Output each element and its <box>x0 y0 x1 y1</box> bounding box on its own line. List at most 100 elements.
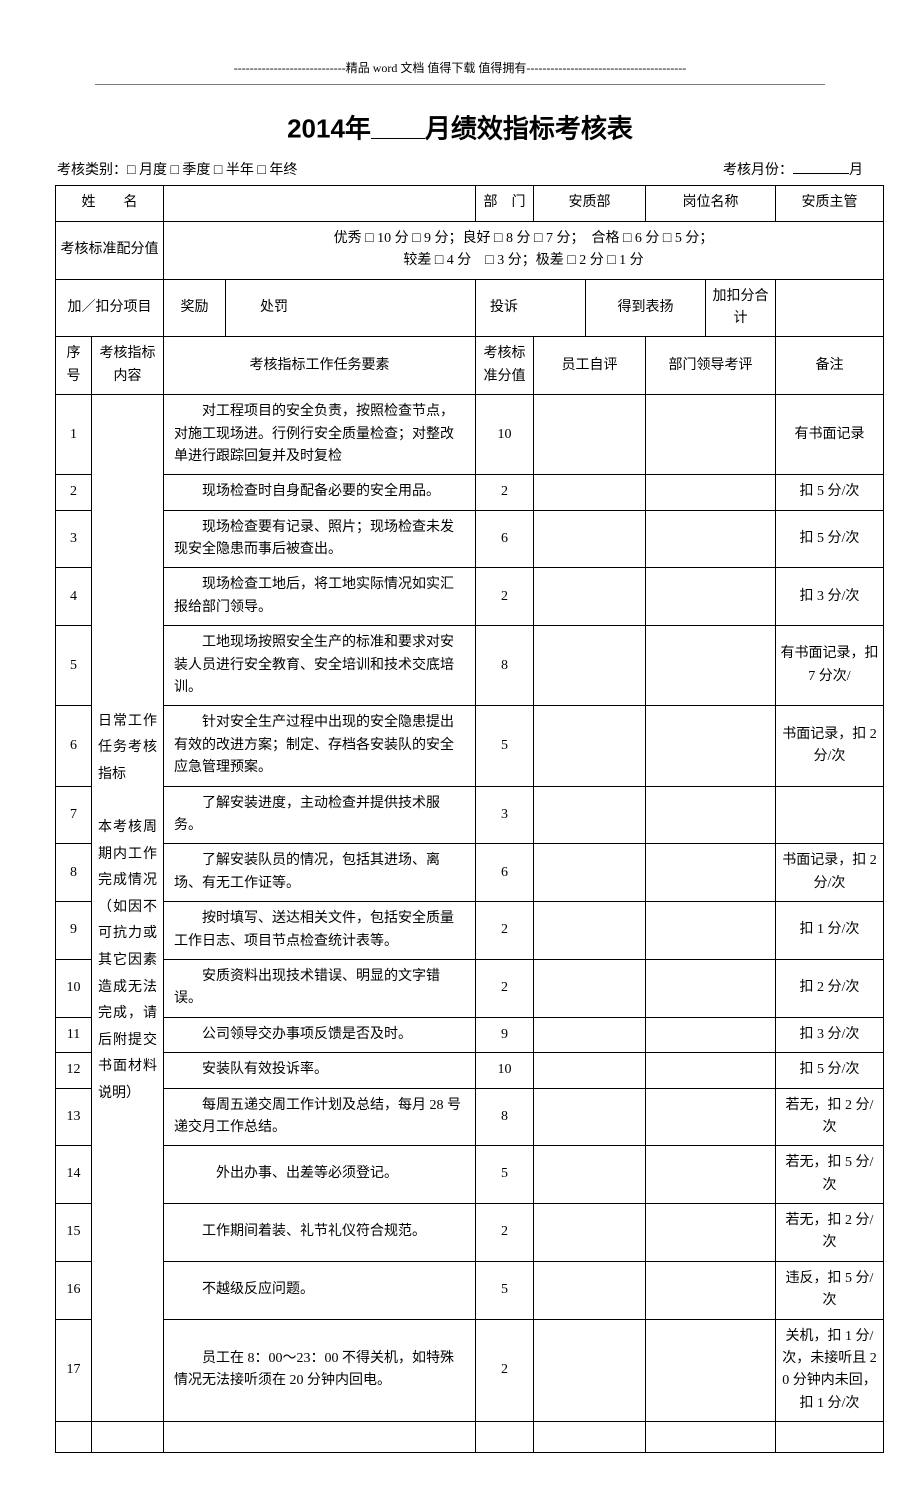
assess-month-suffix: 月 <box>849 163 863 178</box>
assess-type-options[interactable]: □ 月度 □ 季度 □ 半年 □ 年终 <box>127 163 297 178</box>
row-leader[interactable] <box>646 1053 776 1088</box>
row-task: 公司领导交办事项反馈是否及时。 <box>164 1017 476 1052</box>
row-self[interactable] <box>534 786 646 844</box>
row-leader[interactable] <box>646 568 776 626</box>
row-leader[interactable] <box>646 510 776 568</box>
row-self[interactable] <box>534 1146 646 1204</box>
table-row: 3现场检查要有记录、照片；现场检查未发现安全隐患而事后被查出。6扣 5 分/次 <box>56 510 884 568</box>
row-seq: 6 <box>56 706 92 786</box>
col-std: 考核标准分值 <box>476 337 534 395</box>
row-std: 9 <box>476 1017 534 1052</box>
row-leader[interactable] <box>646 1319 776 1422</box>
adj-reward-label: 奖励 <box>164 279 226 337</box>
row-task: 外出办事、出差等必须登记。 <box>164 1146 476 1204</box>
table-row: 8了解安装队员的情况，包括其进场、离场、有无工作证等。6书面记录，扣 2 分/次 <box>56 844 884 902</box>
table-row: 16不越级反应问题。5违反，扣 5 分/次 <box>56 1261 884 1319</box>
title-month-blank[interactable] <box>371 110 425 140</box>
name-value[interactable] <box>164 186 476 221</box>
table-row: 11公司领导交办事项反馈是否及时。9扣 3 分/次 <box>56 1017 884 1052</box>
row-self[interactable] <box>534 568 646 626</box>
row-std: 5 <box>476 706 534 786</box>
row-self[interactable] <box>534 626 646 706</box>
row-task: 安装队有效投诉率。 <box>164 1053 476 1088</box>
name-label: 姓 名 <box>56 186 164 221</box>
header-rule: ――――――――――――――――――――――――――――――――――――――――… <box>55 79 865 90</box>
row-leader[interactable] <box>646 902 776 960</box>
adj-punish-label: 处罚 <box>230 297 288 319</box>
page-title: 2014年月绩效指标考核表 <box>55 108 865 146</box>
row-leader[interactable] <box>646 844 776 902</box>
adj-praise-label: 得到表扬 <box>618 300 674 315</box>
row-leader[interactable] <box>646 395 776 475</box>
row-note <box>776 786 884 844</box>
dept-value: 安质部 <box>534 186 646 221</box>
row-self[interactable] <box>534 959 646 1017</box>
row-self[interactable] <box>534 1053 646 1088</box>
adj-total-value[interactable] <box>776 279 884 337</box>
table-row: 2现场检查时自身配备必要的安全用品。2扣 5 分/次 <box>56 475 884 510</box>
row-seq: 9 <box>56 902 92 960</box>
adjust-row: 加／扣分项目 奖励 处罚 投诉 得到表扬 加扣分合计 <box>56 279 884 337</box>
score-std-row: 考核标准配分值 优秀 □ 10 分 □ 9 分；良好 □ 8 分 □ 7 分； … <box>56 221 884 279</box>
row-std: 2 <box>476 1319 534 1422</box>
row-task: 针对安全生产过程中出现的安全隐患提出有效的改进方案；制定、存档各安装队的安全应急… <box>164 706 476 786</box>
row-self[interactable] <box>534 902 646 960</box>
table-row: 7了解安装进度，主动检查并提供技术服务。3 <box>56 786 884 844</box>
row-seq: 5 <box>56 626 92 706</box>
row-self[interactable] <box>534 844 646 902</box>
row-seq: 15 <box>56 1204 92 1262</box>
score-std-text[interactable]: 优秀 □ 10 分 □ 9 分；良好 □ 8 分 □ 7 分； 合格 □ 6 分… <box>164 221 884 279</box>
row-leader[interactable] <box>646 786 776 844</box>
row-task: 现场检查工地后，将工地实际情况如实汇报给部门领导。 <box>164 568 476 626</box>
row-leader[interactable] <box>646 1261 776 1319</box>
header-slogan: 精品 word 文档 值得下载 值得拥有 <box>346 61 527 75</box>
row-self[interactable] <box>534 1319 646 1422</box>
title-pre: 年 <box>345 113 371 143</box>
row-note: 书面记录，扣 2 分/次 <box>776 706 884 786</box>
row-self[interactable] <box>534 1088 646 1146</box>
row-note: 扣 1 分/次 <box>776 902 884 960</box>
row-note: 扣 3 分/次 <box>776 1017 884 1052</box>
row-leader[interactable] <box>646 959 776 1017</box>
row-note: 若无，扣 2 分/次 <box>776 1204 884 1262</box>
table-row: 12安装队有效投诉率。10扣 5 分/次 <box>56 1053 884 1088</box>
adj-label: 加／扣分项目 <box>56 279 164 337</box>
row-seq: 4 <box>56 568 92 626</box>
row-note: 扣 5 分/次 <box>776 1053 884 1088</box>
row-task: 现场检查要有记录、照片；现场检查未发现安全隐患而事后被查出。 <box>164 510 476 568</box>
meta-row: 考核类别：□ 月度 □ 季度 □ 半年 □ 年终 考核月份：月 <box>57 159 863 179</box>
table-row: 10安质资料出现技术错误、明显的文字错误。2扣 2 分/次 <box>56 959 884 1017</box>
dept-label: 部 门 <box>476 186 534 221</box>
row-note: 若无，扣 5 分/次 <box>776 1146 884 1204</box>
assess-month: 考核月份：月 <box>723 159 863 179</box>
row-leader[interactable] <box>646 1204 776 1262</box>
page: 精品 word 文档 值得下载 值得拥有 ―――――――――――――――――――… <box>0 0 920 1493</box>
row-self[interactable] <box>534 510 646 568</box>
row-seq: 1 <box>56 395 92 475</box>
row-self[interactable] <box>534 1204 646 1262</box>
category-cell: 日常工作任务考核指标 本考核周期内工作完成情况（如因不可抗力或其它因素造成无法完… <box>92 395 164 1422</box>
row-self[interactable] <box>534 1261 646 1319</box>
row-leader[interactable] <box>646 1088 776 1146</box>
row-leader[interactable] <box>646 626 776 706</box>
row-leader[interactable] <box>646 706 776 786</box>
row-note: 若无，扣 2 分/次 <box>776 1088 884 1146</box>
row-self[interactable] <box>534 475 646 510</box>
col-self: 员工自评 <box>534 337 646 395</box>
row-self[interactable] <box>534 395 646 475</box>
table-row: 6 针对安全生产过程中出现的安全隐患提出有效的改进方案；制定、存档各安装队的安全应… <box>56 706 884 786</box>
col-leader: 部门领导考评 <box>646 337 776 395</box>
row-task: 员工在 8：00～23：00 不得关机，如特殊情况无法接听须在 20 分钟内回电… <box>164 1319 476 1422</box>
empty-row <box>56 1422 884 1453</box>
row-self[interactable] <box>534 706 646 786</box>
row-leader[interactable] <box>646 1017 776 1052</box>
row-leader[interactable] <box>646 475 776 510</box>
row-std: 2 <box>476 1204 534 1262</box>
row-self[interactable] <box>534 1017 646 1052</box>
assess-month-blank[interactable] <box>793 159 849 174</box>
col-task: 考核指标工作任务要素 <box>164 337 476 395</box>
row-leader[interactable] <box>646 1146 776 1204</box>
row-note: 扣 5 分/次 <box>776 475 884 510</box>
table-row: 1日常工作任务考核指标 本考核周期内工作完成情况（如因不可抗力或其它因素造成无法… <box>56 395 884 475</box>
row-task: 不越级反应问题。 <box>164 1261 476 1319</box>
